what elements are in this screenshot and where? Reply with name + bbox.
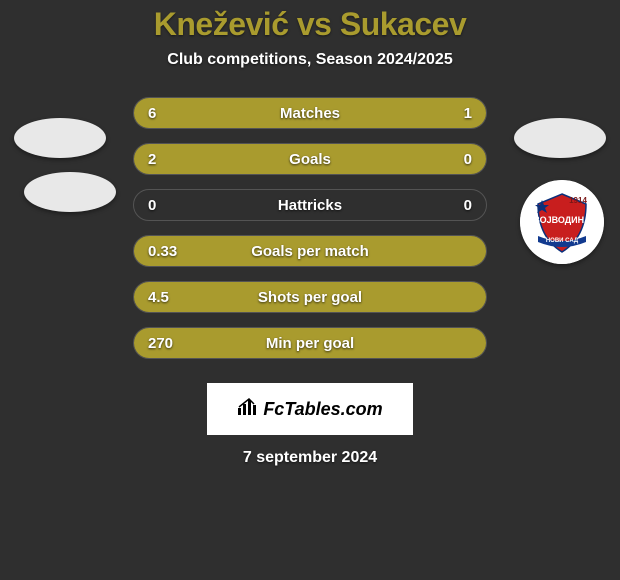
player-right-name: Sukacev [340, 6, 466, 42]
svg-text:ВОЈВОДИНА: ВОЈВОДИНА [533, 215, 591, 225]
stat-row: 270Min per goal [133, 327, 487, 359]
stat-value-right: 0 [432, 197, 472, 214]
stat-value-right: 1 [432, 105, 472, 122]
comparison-card: Knežević vs Sukacev Club competitions, S… [0, 0, 620, 580]
stat-row: 4.5Shots per goal [133, 281, 487, 313]
svg-text:НОВИ САД: НОВИ САД [546, 238, 579, 244]
club-badge-icon: 1914 ВОЈВОДИНА НОВИ САД [520, 180, 604, 264]
stat-row: 0Hattricks0 [133, 189, 487, 221]
stat-row: 2Goals0 [133, 143, 487, 175]
stat-label: Shots per goal [134, 289, 486, 306]
brand-label: FcTables.com [263, 399, 382, 420]
date-label: 7 september 2024 [0, 449, 620, 467]
brand-chart-icon [237, 398, 259, 421]
stat-rows: 6Matches1 2Goals0 0Hattricks0 0.33Goals per… [133, 97, 487, 359]
subtitle: Club competitions, Season 2024/2025 [0, 51, 620, 69]
page-title: Knežević vs Sukacev [0, 6, 620, 43]
club-badge-right: 1914 ВОЈВОДИНА НОВИ САД [520, 180, 604, 264]
vs-word: vs [297, 6, 332, 42]
stat-value-right: 0 [432, 151, 472, 168]
player-left-name: Knežević [154, 6, 289, 42]
player-right-avatar [514, 118, 606, 158]
player-left-avatar-1 [14, 118, 106, 158]
stat-label: Goals per match [134, 243, 486, 260]
stat-row: 6Matches1 [133, 97, 487, 129]
svg-text:1914: 1914 [569, 196, 587, 205]
player-left-avatar-2 [24, 172, 116, 212]
stat-row: 0.33Goals per match [133, 235, 487, 267]
stat-label: Min per goal [134, 335, 486, 352]
brand-box[interactable]: FcTables.com [207, 383, 413, 435]
